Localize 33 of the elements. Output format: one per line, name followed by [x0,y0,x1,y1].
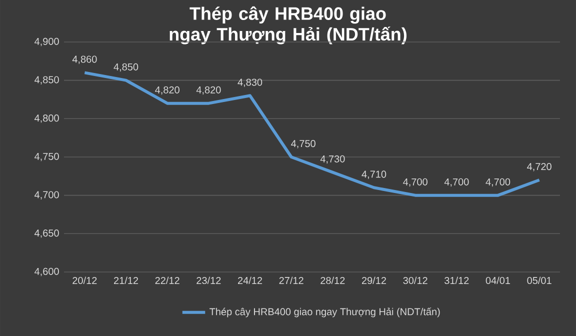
text: 4,720 [527,163,552,172]
x-tick-label: 29/12 [362,276,386,284]
y-tick-label: 4,650 [34,230,59,238]
y-tick-label: 4,800 [34,114,59,123]
y-tick-label: 4,750 [34,152,59,162]
text: 4,700 [403,178,428,187]
x-tick-label: 20/12 [72,276,97,284]
x-tick-label: 22/12 [155,276,180,284]
text: 4,860 [72,56,97,64]
x-tick-label: 30/12 [403,276,428,284]
text: 4,820 [155,86,180,95]
text: 4,700 [486,178,510,187]
text: 4,710 [362,170,386,179]
text: 4,700 [444,178,469,187]
text: 4,850 [114,63,138,72]
y-tick-label: 4,900 [34,38,59,46]
legend-label: Thép cây HRB400 giao ngay Thượng Hải (NDT/tấn) [210,307,440,318]
y-tick-label: 4,850 [34,76,59,84]
text: 4,820 [196,86,221,95]
x-tick-label: 24/12 [238,276,262,284]
y-tick-label: 4,600 [34,268,59,276]
text: 4,750 [291,140,316,148]
x-tick-label: 23/12 [196,276,221,284]
x-tick-label: 27/12 [279,276,304,284]
y-tick-label: 4,700 [34,191,59,200]
x-tick-label: 28/12 [320,276,345,284]
x-tick-label: 04/01 [486,276,510,284]
text: 4,730 [320,155,345,164]
text: 4,830 [238,78,262,87]
x-tick-label: 05/01 [527,276,552,284]
x-tick-label: 31/12 [444,276,469,284]
chart-title: Thép cây HRB400 giao ngay Thượng Hải (NDT/tấn) [170,6,406,44]
x-tick-label: 21/12 [114,276,138,284]
